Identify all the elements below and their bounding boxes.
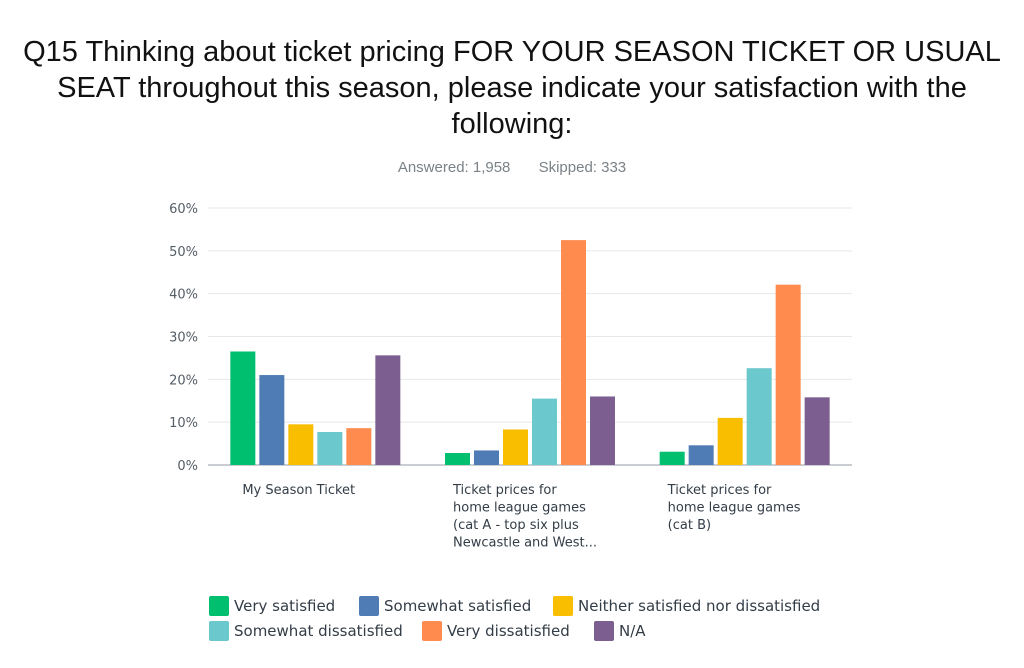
x-category-label: (cat B) xyxy=(668,518,711,533)
response-stats: Answered: 1,958 Skipped: 333 xyxy=(0,159,1024,176)
legend-swatch xyxy=(553,596,573,616)
x-category-label: home league games xyxy=(668,501,801,516)
legend-swatch xyxy=(422,621,442,641)
bar xyxy=(445,453,470,465)
bar xyxy=(717,417,743,465)
legend-item: Very satisfied xyxy=(209,594,335,618)
legend-swatch xyxy=(359,596,379,616)
legend-item: Somewhat dissatisfied xyxy=(209,619,403,643)
bar xyxy=(561,240,586,465)
y-tick-label: 10% xyxy=(169,416,198,431)
x-category-label: (cat A - top six plus xyxy=(453,518,579,533)
bar xyxy=(804,397,830,465)
legend-item: Very dissatisfied xyxy=(422,619,570,643)
y-tick-label: 40% xyxy=(169,288,198,303)
legend-swatch xyxy=(594,621,614,641)
skipped-count: Skipped: 333 xyxy=(538,159,627,176)
bar xyxy=(375,355,401,465)
x-category-label: home league games xyxy=(453,501,586,516)
legend-label: Neither satisfied nor dissatisfied xyxy=(578,597,821,615)
legend-swatch xyxy=(209,596,229,616)
bar xyxy=(317,432,343,465)
bar xyxy=(346,428,372,465)
legend-label: Somewhat satisfied xyxy=(384,597,532,615)
x-category-label: Ticket prices for xyxy=(667,483,772,498)
bar xyxy=(503,429,528,465)
bar-chart: 0% 10% 20% 30% 40% 50% 60% My Season Ticket Tick… xyxy=(169,202,852,551)
bar xyxy=(230,351,256,465)
legend-item: Neither satisfied nor dissatisfied xyxy=(553,594,820,618)
bar xyxy=(688,445,714,465)
bar xyxy=(775,284,801,465)
x-category-label: Newcastle and West... xyxy=(453,536,597,551)
bar xyxy=(746,368,772,465)
legend-label: Somewhat dissatisfied xyxy=(234,622,403,640)
x-category-label: My Season Ticket xyxy=(242,483,355,498)
legend-item: N/A xyxy=(594,619,646,643)
bar xyxy=(259,375,285,465)
legend-label: Very satisfied xyxy=(234,597,336,615)
x-category-label: Ticket prices for xyxy=(452,483,557,498)
y-tick-label: 20% xyxy=(169,373,198,388)
legend-swatch xyxy=(209,621,229,641)
bar xyxy=(288,424,314,465)
y-tick-label: 50% xyxy=(169,245,198,260)
bar xyxy=(590,396,615,465)
chart-title: Q15 Thinking about ticket pricing FOR YO… xyxy=(23,36,1001,140)
y-tick-label: 30% xyxy=(169,331,198,346)
bar xyxy=(474,450,499,465)
legend-label: Very dissatisfied xyxy=(447,622,570,640)
y-tick-label: 60% xyxy=(169,202,198,217)
answered-count: Answered: 1,958 xyxy=(397,159,511,176)
legend-item: Somewhat satisfied xyxy=(359,594,531,618)
bar xyxy=(659,451,685,465)
y-tick-label: 0% xyxy=(177,459,198,474)
bar xyxy=(532,398,557,465)
legend-label: N/A xyxy=(619,622,646,640)
